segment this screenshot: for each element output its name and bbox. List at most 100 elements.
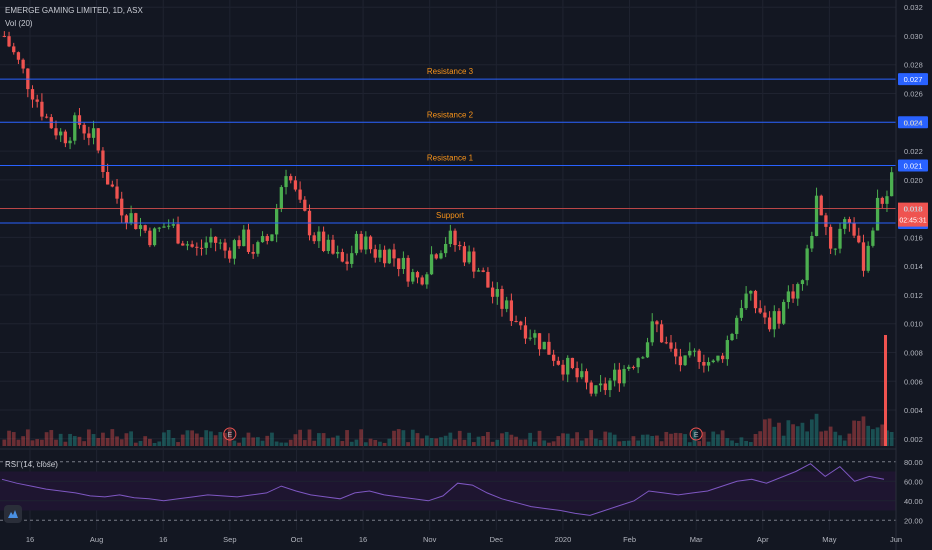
candle-body <box>213 236 218 243</box>
candle-body <box>486 271 490 288</box>
candle-body <box>551 354 556 361</box>
price-tick-label: 0.030 <box>904 32 923 41</box>
volume-bar <box>758 431 763 446</box>
candle-body <box>105 172 110 185</box>
volume-bar <box>603 431 608 446</box>
candle-body <box>777 311 781 324</box>
volume-bar <box>105 437 110 446</box>
time-tick-label: 16 <box>359 535 367 544</box>
candle-body <box>490 287 495 297</box>
rsi-legend[interactable]: RSI (14, close) <box>5 460 58 469</box>
volume-bar <box>326 438 331 446</box>
time-tick-label: Nov <box>423 535 437 544</box>
volume-bar <box>101 432 105 446</box>
candle-body <box>767 317 772 330</box>
volume-bar <box>504 431 509 446</box>
volume-bar <box>875 427 880 446</box>
volume-bar <box>570 438 575 446</box>
candle-body <box>669 342 673 349</box>
volume-bar <box>838 435 842 446</box>
volume-bar <box>443 435 448 446</box>
candle-body <box>223 242 227 251</box>
volume-bar <box>317 433 321 446</box>
volume-bar <box>2 439 7 446</box>
candle-body <box>199 247 204 249</box>
candle-body <box>495 289 499 297</box>
volume-bar <box>664 431 669 446</box>
candle-body <box>434 254 438 259</box>
volume-bar <box>312 440 317 446</box>
price-tick-label: 0.010 <box>904 320 923 329</box>
candle-body <box>401 257 406 270</box>
volume-bar <box>500 433 504 446</box>
volume-bar <box>129 431 133 446</box>
volume-bar <box>650 435 655 446</box>
candle-body <box>368 236 373 250</box>
candle-body <box>68 140 72 144</box>
volume-bar <box>373 439 378 446</box>
candle-body <box>528 337 532 339</box>
volume-bar <box>255 437 260 446</box>
volume-bar <box>532 441 537 446</box>
candle-body <box>167 225 171 227</box>
price-tick-label: 0.018 <box>904 205 923 214</box>
volume-bar <box>852 420 856 446</box>
candle-body <box>157 227 161 229</box>
volume-bar <box>204 430 209 446</box>
volume-bar <box>462 439 467 446</box>
time-tick-label: Apr <box>757 535 769 544</box>
volume-bar <box>763 419 767 446</box>
price-tick-label: 0.014 <box>904 262 923 271</box>
rsi-pane <box>0 461 896 521</box>
candle-body <box>735 317 739 334</box>
volume-bar <box>270 432 274 446</box>
candle-body <box>420 277 424 285</box>
volume-bar <box>410 429 415 446</box>
volume-bar <box>148 438 152 446</box>
volume-bar <box>842 440 847 446</box>
volume-bar <box>54 439 58 446</box>
volume-bar <box>805 431 810 446</box>
candle-body <box>359 233 363 250</box>
candle-body <box>242 229 246 247</box>
candle-body <box>87 133 91 138</box>
volume-bar <box>298 429 302 446</box>
volume-bar <box>453 439 457 446</box>
level-label: Resistance 3 <box>427 67 474 76</box>
volume-bar <box>589 430 594 446</box>
volume-bar <box>44 432 49 446</box>
price-tick-label: 0.012 <box>904 291 923 300</box>
candle-body <box>185 244 190 246</box>
candle-body <box>852 223 856 236</box>
candle-body <box>176 224 180 244</box>
current-price-tag <box>898 202 928 227</box>
tradingview-logo-icon[interactable] <box>4 505 22 523</box>
volume-bar <box>833 431 838 446</box>
candle-body <box>678 356 683 366</box>
volume-bar <box>870 429 875 446</box>
volume-bar <box>523 439 528 446</box>
candle-body <box>871 230 875 246</box>
candle-body <box>54 128 58 136</box>
grid <box>0 0 897 530</box>
candle-body <box>594 385 598 394</box>
volume-bar <box>645 434 650 446</box>
volume-bar <box>331 437 335 446</box>
volume-legend[interactable]: Vol (20) <box>5 19 33 28</box>
volume-bar <box>166 429 171 446</box>
volume-bar <box>608 432 612 446</box>
candle-body <box>397 258 401 270</box>
candle-body <box>556 360 560 365</box>
candle-body <box>209 236 213 243</box>
volume-bar <box>739 437 744 446</box>
volume-bar <box>556 436 561 446</box>
volume-bar <box>401 430 406 446</box>
symbol-legend[interactable]: EMERGE GAMING LIMITED, 1D, ASX <box>5 6 143 15</box>
volume-bar <box>814 413 819 446</box>
candle-body <box>645 342 650 358</box>
horizontal-levels[interactable]: Resistance 3 0.027 Resistance 2 0.024 Resist… <box>0 67 928 229</box>
candle-body <box>148 230 152 246</box>
volume-bar <box>213 435 218 446</box>
